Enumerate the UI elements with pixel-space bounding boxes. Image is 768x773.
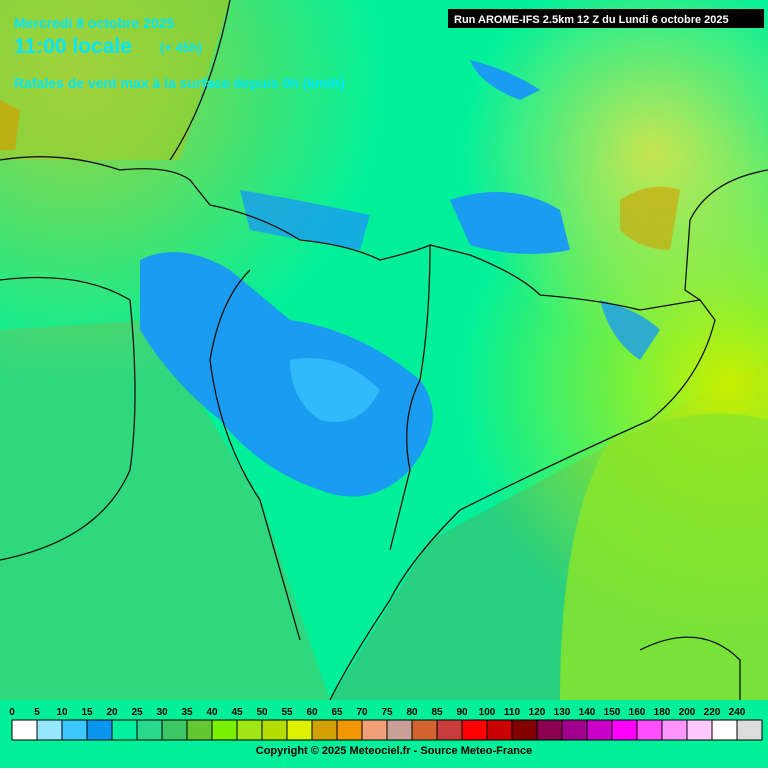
legend-label: 60 (306, 707, 318, 718)
legend-swatch (136, 719, 163, 741)
legend-swatch (561, 719, 588, 741)
wind-zone (560, 413, 768, 700)
legend-label: 240 (729, 707, 746, 718)
legend-swatch (586, 719, 613, 741)
wind-zone (600, 300, 660, 360)
coastline (684, 169, 768, 301)
legend: 0 5 10 15 20 25 30 35 40 45 50 55 60 65 70 75 80 85 90 100 1… (9, 707, 763, 741)
legend-label: 110 (504, 707, 521, 718)
legend-swatch (686, 719, 713, 741)
legend-swatch (336, 719, 363, 741)
run-box (448, 9, 764, 28)
legend-swatch (736, 719, 763, 741)
legend-swatch (411, 719, 438, 741)
wind-zone (450, 192, 570, 254)
legend-label: 25 (131, 707, 143, 718)
legend-label: 40 (206, 707, 218, 718)
legend-label: 50 (256, 707, 268, 718)
legend-label: 200 (679, 707, 696, 718)
coastline (169, 0, 231, 161)
legend-swatch (536, 719, 563, 741)
legend-label: 5 (34, 707, 40, 718)
legend-label: 150 (604, 707, 621, 718)
legend-label: 100 (479, 707, 496, 718)
borders (0, 0, 768, 701)
wind-zone (140, 252, 433, 497)
legend-label: 30 (156, 707, 168, 718)
legend-swatch (636, 719, 663, 741)
legend-label: 55 (281, 707, 293, 718)
legend-swatch (111, 719, 138, 741)
legend-label: 85 (431, 707, 443, 718)
legend-label: 20 (106, 707, 118, 718)
wind-zone (0, 100, 20, 150)
legend-swatch (711, 719, 738, 741)
legend-label: 90 (456, 707, 468, 718)
offset: (+ 45h) (160, 40, 202, 55)
legend-swatch (211, 719, 238, 741)
legend-swatch (36, 719, 63, 741)
legend-swatch (486, 719, 513, 741)
legend-swatch (461, 719, 488, 741)
wind-zone (240, 190, 370, 250)
legend-label: 70 (356, 707, 368, 718)
legend-swatch (386, 719, 413, 741)
legend-label: 45 (231, 707, 243, 718)
legend-swatch (286, 719, 313, 741)
region-line (209, 269, 301, 641)
legend-swatch (311, 719, 338, 741)
date: Mercredi 8 octobre 2025 (14, 15, 175, 31)
run-info: Run AROME-IFS 2.5km 12 Z du Lundi 6 octo… (454, 14, 729, 26)
coastline (329, 319, 716, 701)
legend-swatch (11, 719, 38, 741)
legend-swatch (661, 719, 688, 741)
legend-swatch (236, 719, 263, 741)
legend-swatch (261, 719, 288, 741)
wind-zone (470, 60, 540, 100)
legend-swatch (611, 719, 638, 741)
region-line (389, 244, 431, 551)
legend-swatch (511, 719, 538, 741)
legend-label: 140 (579, 707, 596, 718)
region-line (0, 276, 136, 561)
legend-label: 80 (406, 707, 418, 718)
coastline (639, 636, 741, 700)
legend-label: 75 (381, 707, 393, 718)
copyright: Copyright © 2025 Meteociel.fr - Source M… (256, 745, 532, 757)
time: 11:00 locale (14, 35, 132, 58)
legend-swatch (436, 719, 463, 741)
legend-swatch (161, 719, 188, 741)
legend-label: 180 (654, 707, 671, 718)
legend-swatch (186, 719, 213, 741)
legend-label: 220 (704, 707, 721, 718)
legend-swatch (61, 719, 88, 741)
legend-swatch (361, 719, 388, 741)
wind-zone (290, 358, 380, 422)
legend-label: 35 (181, 707, 193, 718)
title: Rafales de vent max à la surface depuis … (14, 75, 345, 91)
legend-swatch (86, 719, 113, 741)
legend-label: 65 (331, 707, 343, 718)
wind-zone (620, 186, 680, 250)
legend-label: 0 (9, 707, 15, 718)
legend-label: 15 (81, 707, 93, 718)
border-line (0, 156, 716, 321)
legend-label: 160 (629, 707, 646, 718)
legend-label: 130 (554, 707, 571, 718)
legend-label: 120 (529, 707, 546, 718)
legend-label: 10 (56, 707, 68, 718)
